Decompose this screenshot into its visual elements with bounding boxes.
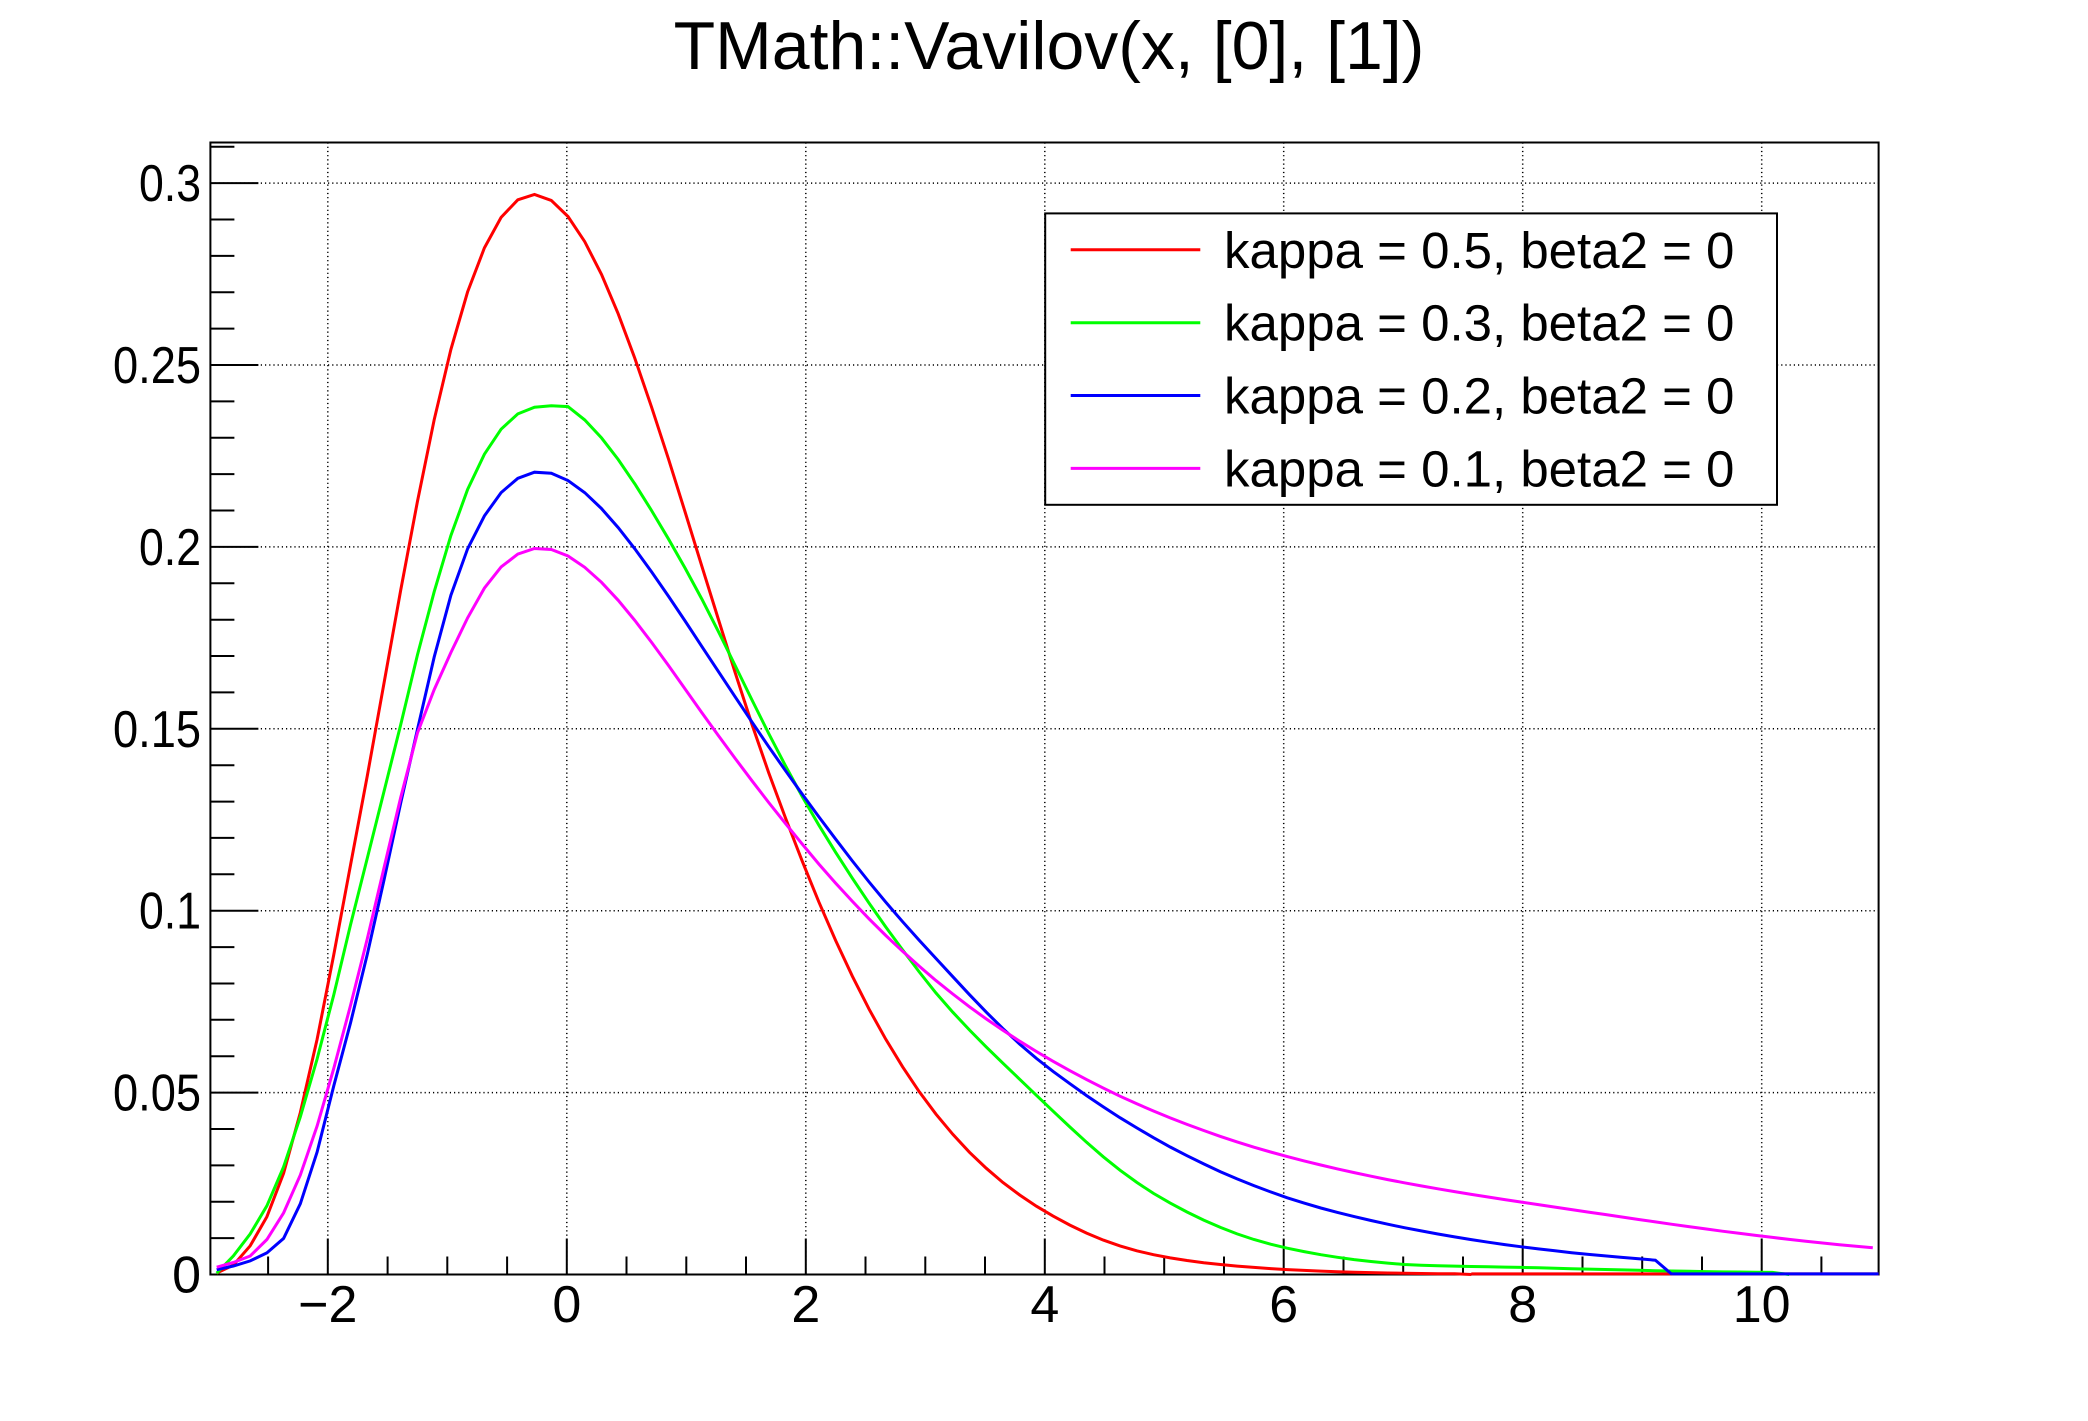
svg-text:0.3: 0.3 [139, 155, 201, 213]
svg-text:0: 0 [172, 1247, 201, 1305]
svg-text:0.15: 0.15 [113, 701, 201, 759]
svg-text:6: 6 [1269, 1276, 1298, 1334]
svg-text:8: 8 [1508, 1276, 1537, 1334]
svg-text:4: 4 [1030, 1276, 1059, 1334]
svg-text:2: 2 [791, 1276, 820, 1334]
svg-text:0: 0 [552, 1276, 581, 1334]
svg-text:kappa = 0.1, beta2 = 0: kappa = 0.1, beta2 = 0 [1224, 440, 1734, 497]
svg-text:kappa = 0.2, beta2 = 0: kappa = 0.2, beta2 = 0 [1224, 368, 1734, 425]
svg-text:kappa = 0.5, beta2 = 0: kappa = 0.5, beta2 = 0 [1224, 222, 1734, 279]
svg-text:−2: −2 [298, 1276, 357, 1334]
svg-text:10: 10 [1733, 1276, 1791, 1334]
svg-text:0.05: 0.05 [113, 1065, 201, 1123]
svg-text:kappa = 0.3, beta2 = 0: kappa = 0.3, beta2 = 0 [1224, 295, 1734, 352]
svg-text:0.1: 0.1 [139, 883, 201, 941]
svg-text:TMath::Vavilov(x, [0], [1]): TMath::Vavilov(x, [0], [1]) [674, 8, 1425, 84]
svg-text:0.2: 0.2 [139, 519, 201, 577]
svg-text:0.25: 0.25 [113, 337, 201, 395]
